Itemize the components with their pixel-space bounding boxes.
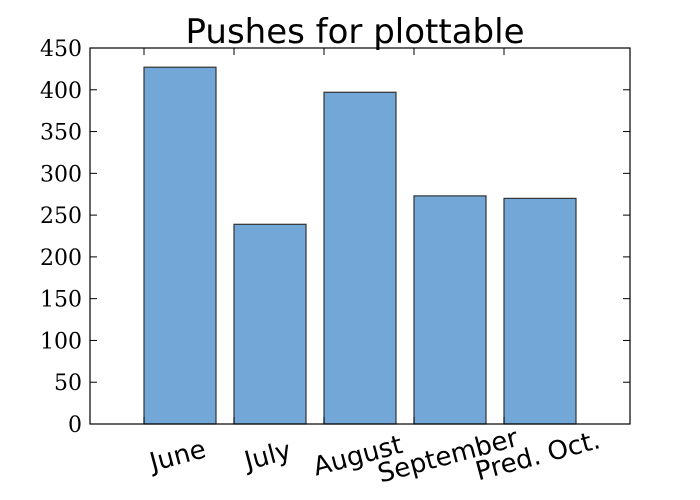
y-tick-label: 0 bbox=[68, 413, 82, 438]
chart-title: Pushes for plottable bbox=[186, 12, 525, 52]
plot-frame bbox=[89, 47, 631, 425]
bar-august bbox=[323, 91, 397, 425]
bar-pred-oct bbox=[503, 197, 577, 425]
bar-september bbox=[413, 195, 487, 425]
x-tick-label: June bbox=[145, 434, 209, 478]
y-tick-label: 400 bbox=[40, 79, 82, 104]
y-tick-label: 50 bbox=[54, 371, 82, 396]
y-tick-label: 200 bbox=[40, 246, 82, 271]
y-tick-label: 450 bbox=[40, 37, 82, 62]
y-tick-label: 350 bbox=[40, 121, 82, 146]
y-tick-label: 150 bbox=[40, 288, 82, 313]
y-tick-label: 100 bbox=[40, 329, 82, 354]
x-tick-label: July bbox=[240, 436, 295, 478]
y-axis: 0 50 100 150 200 250 300 350 400 450 bbox=[40, 37, 630, 438]
y-tick-label: 250 bbox=[40, 204, 82, 229]
y-tick-label: 300 bbox=[40, 162, 82, 187]
bars-group bbox=[143, 66, 577, 425]
bar-july bbox=[233, 223, 307, 425]
bar-june bbox=[143, 66, 217, 425]
